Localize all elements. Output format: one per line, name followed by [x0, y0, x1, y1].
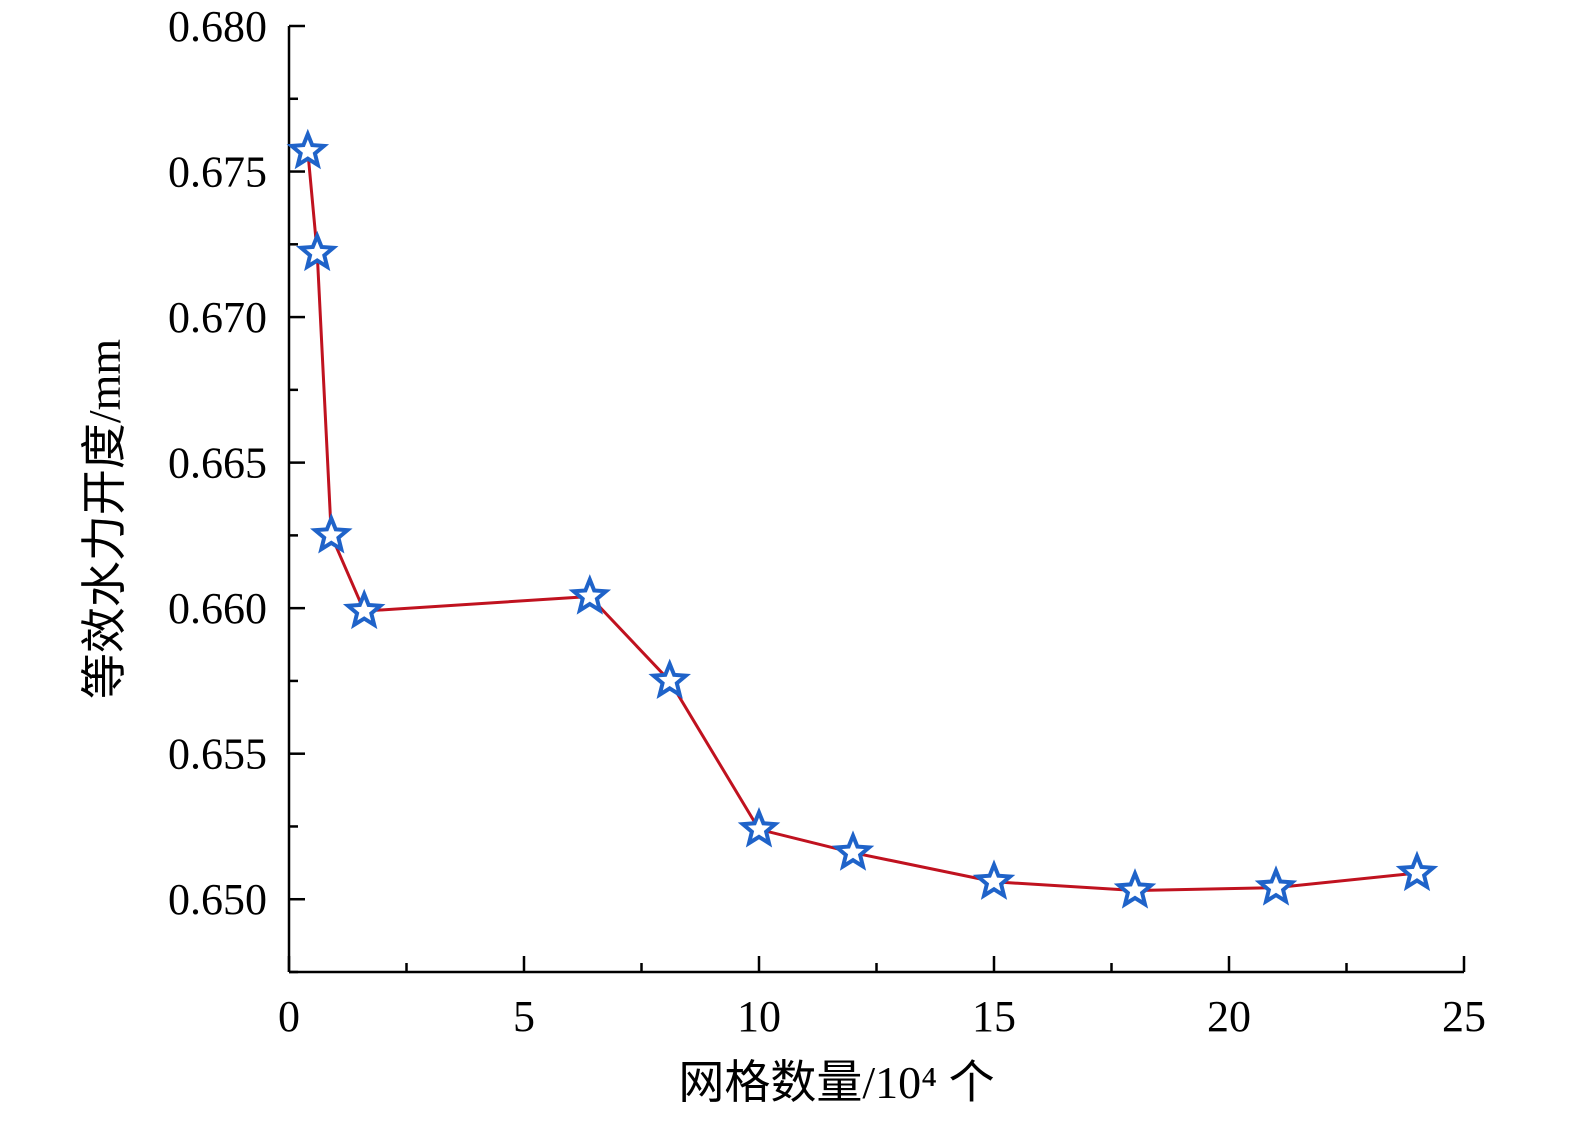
y-tick-label: 0.650 — [168, 875, 267, 924]
axes — [287, 26, 1464, 974]
data-point-star — [286, 128, 330, 170]
data-point-star — [342, 588, 386, 630]
data-point-star — [972, 859, 1016, 900]
x-tick-label: 20 — [1207, 992, 1251, 1041]
data-point-star — [568, 574, 612, 615]
y-tick-label: 0.665 — [168, 439, 267, 488]
x-tick-label: 0 — [278, 992, 300, 1041]
y-tick-label: 0.670 — [168, 293, 267, 342]
y-tick-label: 0.655 — [168, 730, 267, 779]
x-axis-title: 网格数量/10⁴ 个 — [678, 1057, 994, 1108]
y-tick-label: 0.675 — [168, 148, 267, 197]
y-tick-label: 0.660 — [168, 584, 267, 633]
series-line — [306, 151, 1418, 892]
data-point-star — [1113, 868, 1157, 909]
x-tick-label: 15 — [972, 992, 1016, 1041]
data-point-star — [831, 830, 875, 871]
x-tick-label: 5 — [513, 992, 535, 1041]
data-point-star — [737, 807, 781, 848]
data-point-star — [648, 658, 691, 700]
y-axis-ticks: 0.650 0.655 0.660 0.665 0.670 0.675 0.680 — [168, 2, 305, 974]
x-tick-label: 10 — [737, 992, 781, 1041]
series-group — [286, 128, 1439, 909]
data-point-star — [310, 513, 353, 554]
x-tick-label: 25 — [1442, 992, 1486, 1041]
data-point-star — [295, 230, 339, 272]
data-point-star — [1395, 850, 1439, 892]
x-axis-ticks: 0 5 10 15 20 25 — [278, 956, 1486, 1041]
data-point-star — [1254, 865, 1298, 906]
y-tick-label: 0.680 — [168, 2, 267, 51]
y-axis-title: 等效水力开度/mm — [79, 339, 130, 700]
